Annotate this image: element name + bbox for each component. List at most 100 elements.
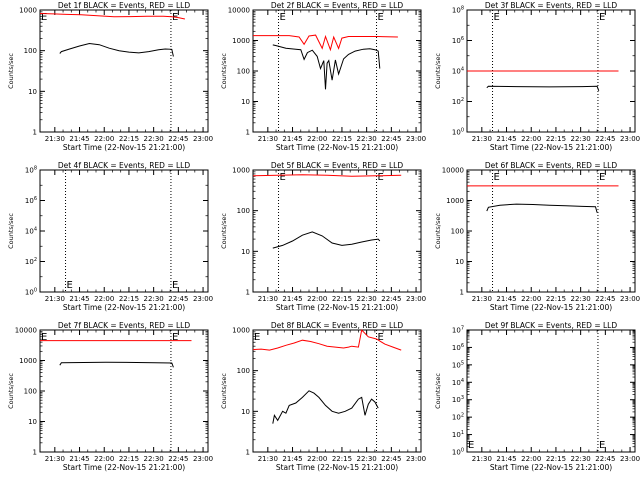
panel-9-x-tick-label: 21:45 [496,455,516,463]
panel-2-x-tick-label: 22:00 [307,135,327,143]
panel-1-y-tick-label: 100 [24,47,37,55]
panel-4-x-tick-label: 21:45 [69,295,89,303]
panel-2-title: Det 2f BLACK = Events, RED = LLD [271,1,404,10]
panel-9-y-tick-label: 104 [452,378,464,387]
panel-6-y-tick-label: 1 [460,289,464,297]
panel-8-x-tick-label: 22:00 [307,455,327,463]
panel-8-frame [252,329,422,453]
panel-8-x-tick-label: 22:45 [381,455,401,463]
panel-2-series-events [272,44,381,90]
panel-9-marker-label: E [599,440,605,451]
panel-7-x-tick-label: 21:45 [69,455,89,463]
panel-6-xlabel: Start Time (22-Nov-15 21:21:00) [490,303,612,312]
panel-9-y-tick-label: 102 [452,413,464,422]
panel-2-y-tick-label: 10000 [228,7,250,15]
panel-2-series-lld [253,34,398,52]
panel-7-x-tick-label: 22:30 [144,455,164,463]
panel-6-x-tick-label: 22:00 [521,295,541,303]
panel-1-title: Det 1f BLACK = Events, RED = LLD [58,1,191,10]
panel-6-y-tick-label: 10 [455,258,464,266]
panel-8-y-tick-label: 100 [237,367,250,375]
panel-7-y-tick-label: 1000 [19,357,37,365]
panel-9-y-tick-label: 105 [452,360,464,369]
panel-4-title: Det 4f BLACK = Events, RED = LLD [58,161,191,170]
panel-8-xlabel: Start Time (22-Nov-15 21:21:00) [276,463,398,472]
panel-7-x-tick-label: 22:00 [94,455,114,463]
panel-2-ylabel: Counts/sec [220,53,228,89]
panel-7-x-tick-label: 21:30 [45,455,65,463]
panel-4-y-tick-label: 108 [25,166,37,175]
panel-6-x-tick-label: 22:30 [571,295,591,303]
panel-7-y-tick-label: 1 [33,449,37,457]
panel-5-series-lld [252,174,402,177]
panel-2-marker-label: E [280,12,286,23]
panel-2-y-tick-label: 1000 [232,37,250,45]
panel-8-x-tick-label: 21:45 [282,455,302,463]
panel-7-y-tick-label: 10 [28,418,37,426]
panel-6-ylabel: Counts/sec [434,213,442,249]
panel-6-x-tick-label: 21:45 [496,295,516,303]
panel-4-x-tick-label: 21:30 [45,295,65,303]
panel-8-y-tick-label: 10 [241,408,250,416]
panel-1-y-tick-label: 10 [28,88,37,96]
panel-8-ylabel: Counts/sec [220,373,228,409]
panel-8-title: Det 8f BLACK = Events, RED = LLD [271,321,404,330]
panel-5-y-tick-label: 1 [246,289,250,297]
panel-3-x-tick-label: 22:15 [546,135,566,143]
panel-1-ylabel: Counts/sec [7,53,15,89]
panel-4-x-tick-label: 22:45 [168,295,188,303]
panel-5-marker-label: E [280,172,286,183]
panel-7-xlabel: Start Time (22-Nov-15 21:21:00) [63,463,185,472]
panel-1-x-tick-label: 21:45 [69,135,89,143]
panel-8-x-tick-label: 22:30 [357,455,377,463]
panel-1-xlabel: Start Time (22-Nov-15 21:21:00) [63,143,185,152]
panel-4-y-tick-label: 100 [25,288,37,297]
panel-4-marker-label: E [172,280,178,291]
panel-6-x-tick-label: 21:30 [472,295,492,303]
panel-5-y-tick-label: 1000 [232,167,250,175]
panel-9-x-tick-label: 23:00 [620,455,640,463]
panel-2-y-tick-label: 1 [246,129,250,137]
panel-7-ylabel: Counts/sec [7,373,15,409]
panel-4-ylabel: Counts/sec [7,213,15,249]
panel-6-series-events [486,203,598,213]
panel-8-series-events [272,390,379,424]
panel-9-y-tick-label: 103 [452,395,464,404]
panel-8-marker-label: E [254,332,260,343]
panel-9-x-tick-label: 22:15 [546,455,566,463]
panel-5-y-tick-label: 10 [241,248,250,256]
panel-6-title: Det 6f BLACK = Events, RED = LLD [485,161,618,170]
panel-1-marker-label: E [41,12,47,23]
panel-1-x-tick-label: 22:00 [94,135,114,143]
panel-2-y-tick-label: 100 [237,68,250,76]
panel-9-x-tick-label: 22:30 [571,455,591,463]
panel-2-x-tick-label: 22:45 [381,135,401,143]
panel-2-y-tick-label: 10 [241,98,250,106]
panel-9-y-tick-label: 107 [452,326,464,335]
panel-4-x-tick-label: 22:00 [94,295,114,303]
panel-8-x-tick-label: 23:00 [406,455,426,463]
panel-5-x-tick-label: 22:15 [332,295,352,303]
panel-3-y-tick-label: 106 [452,36,464,45]
panel-9-frame [466,329,636,453]
panel-2-marker-label: E [378,12,384,23]
panel-7-marker-label: E [172,332,178,343]
panel-3-y-tick-label: 102 [452,97,464,106]
panel-4-xlabel: Start Time (22-Nov-15 21:21:00) [63,303,185,312]
panel-8-y-tick-label: 1 [246,449,250,457]
panel-6-marker-label: E [494,172,500,183]
panel-9-y-tick-label: 100 [452,448,464,457]
panel-5-series-events [272,231,381,249]
panel-5-x-tick-label: 21:30 [258,295,278,303]
panel-1-series-lld [39,13,186,20]
panel-2-x-tick-label: 22:15 [332,135,352,143]
panel-1-x-tick-label: 22:30 [144,135,164,143]
panel-9-x-tick-label: 22:00 [521,455,541,463]
panel-9-y-tick-label: 101 [452,430,464,439]
panel-9-x-tick-label: 21:30 [472,455,492,463]
panel-5-y-tick-label: 100 [237,207,250,215]
panel-3-y-tick-label: 104 [452,67,464,76]
panel-5-xlabel: Start Time (22-Nov-15 21:21:00) [276,303,398,312]
